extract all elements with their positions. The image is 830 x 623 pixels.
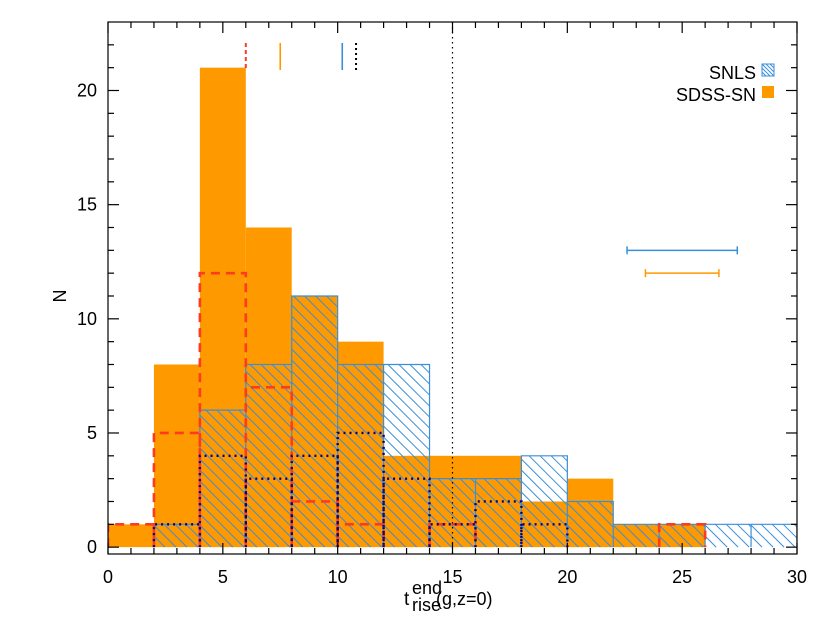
y-tick-label: 0 bbox=[87, 537, 97, 557]
error-bars bbox=[626, 246, 739, 278]
x-tick-label: 25 bbox=[672, 567, 692, 587]
sdss-bar bbox=[383, 455, 430, 548]
axis-ticks bbox=[107, 22, 798, 554]
sdss-bar bbox=[475, 455, 522, 548]
dashed-histogram bbox=[108, 271, 707, 548]
snls-bar bbox=[704, 523, 752, 548]
x-tick-label: 30 bbox=[787, 567, 807, 587]
snls-histogram-outline bbox=[153, 295, 797, 548]
y-tick-label: 10 bbox=[77, 309, 97, 329]
dotted-histogram bbox=[152, 431, 569, 548]
legend-label-snls: SNLS bbox=[709, 63, 756, 83]
snls-hatched-histogram bbox=[153, 295, 797, 548]
x-tick-label: 20 bbox=[557, 567, 577, 587]
x-axis-label: t bbox=[404, 589, 410, 610]
y-axis-label: N bbox=[50, 290, 70, 303]
error-bar-snls bbox=[626, 246, 739, 255]
sdss-bar bbox=[567, 478, 614, 548]
snls-bar bbox=[291, 295, 339, 548]
snls-bar bbox=[429, 478, 476, 548]
snls-bar bbox=[521, 455, 568, 548]
sdss-bar bbox=[429, 455, 476, 548]
x-tick-label: 10 bbox=[328, 567, 348, 587]
x-tick-label: 5 bbox=[218, 567, 228, 587]
plot-area bbox=[108, 22, 797, 554]
snls-bar bbox=[245, 364, 293, 548]
y-tick-label: 5 bbox=[87, 423, 97, 443]
x-axis-label-rest: (g,z=0) bbox=[436, 589, 493, 609]
sdss-bar bbox=[613, 524, 660, 548]
snls-bar bbox=[750, 523, 797, 548]
sdss-filled-histogram bbox=[108, 67, 706, 548]
snls-bar bbox=[199, 409, 247, 548]
median-markers bbox=[244, 43, 358, 70]
snls-bar bbox=[475, 478, 522, 548]
legend-swatch-sdss bbox=[762, 86, 774, 98]
legend: SNLS SDSS-SN bbox=[676, 63, 775, 105]
sdss-bar bbox=[108, 524, 154, 548]
axis-tick-labels: 0 5 10 15 20 25 30 0 5 10 15 20 bbox=[77, 80, 807, 587]
legend-swatch-snls bbox=[761, 63, 775, 77]
x-axis-label-superscript: end bbox=[412, 578, 442, 598]
y-tick-label: 20 bbox=[77, 80, 97, 100]
x-axis-label-main: t bbox=[404, 589, 410, 610]
sdss-bar bbox=[153, 364, 200, 548]
snls-bar bbox=[337, 364, 384, 548]
x-tick-label: 15 bbox=[442, 567, 462, 587]
sdss-bar bbox=[199, 67, 246, 548]
snls-bar bbox=[383, 364, 430, 548]
sdss-bar bbox=[659, 524, 706, 548]
x-tick-label: 0 bbox=[103, 567, 113, 587]
snls-bar bbox=[566, 501, 614, 548]
legend-label-sdss: SDSS-SN bbox=[676, 85, 756, 105]
sdss-bar bbox=[291, 295, 338, 548]
error-bar-sdss-sn bbox=[644, 269, 720, 278]
y-tick-label: 15 bbox=[77, 195, 97, 215]
x-axis-label-subscript: rise bbox=[412, 595, 441, 615]
